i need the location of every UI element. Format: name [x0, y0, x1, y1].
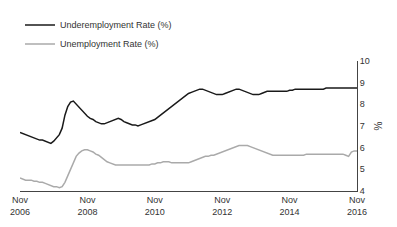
svg-text:8: 8: [360, 99, 365, 109]
svg-text:10: 10: [360, 56, 370, 66]
svg-text:Nov2006: Nov2006: [10, 195, 30, 217]
svg-text:Nov2008: Nov2008: [77, 195, 97, 217]
svg-text:Nov2010: Nov2010: [145, 195, 165, 217]
svg-text:5: 5: [360, 164, 365, 174]
svg-text:Nov2012: Nov2012: [212, 195, 232, 217]
svg-text:4: 4: [360, 186, 365, 196]
svg-text:Nov2014: Nov2014: [280, 195, 300, 217]
svg-text:%: %: [373, 121, 384, 130]
svg-text:Underemployment Rate (%): Underemployment Rate (%): [60, 20, 172, 30]
svg-text:Nov2016: Nov2016: [347, 195, 367, 217]
svg-text:Unemployment Rate (%): Unemployment Rate (%): [60, 39, 159, 49]
svg-text:6: 6: [360, 143, 365, 153]
svg-text:9: 9: [360, 78, 365, 88]
svg-text:7: 7: [360, 121, 365, 131]
